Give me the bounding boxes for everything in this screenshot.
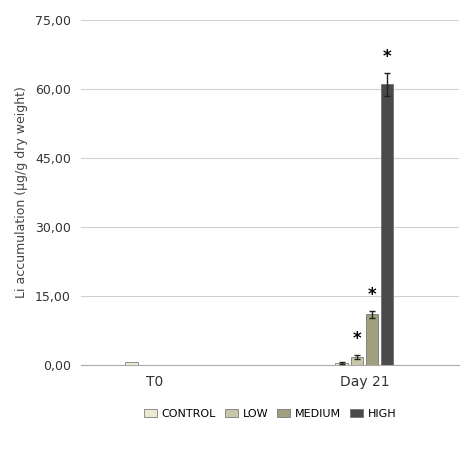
Bar (125, 362, 138, 365)
Text: *: * (368, 287, 376, 304)
Text: *: * (353, 329, 361, 348)
Bar (351, 357, 363, 365)
Bar (381, 84, 393, 365)
Y-axis label: Li accumulation (μg/g dry weight): Li accumulation (μg/g dry weight) (15, 87, 28, 298)
Text: *: * (383, 48, 392, 66)
Legend: CONTROL, LOW, MEDIUM, HIGH: CONTROL, LOW, MEDIUM, HIGH (140, 405, 400, 422)
Bar (365, 314, 378, 365)
Bar (336, 363, 348, 365)
